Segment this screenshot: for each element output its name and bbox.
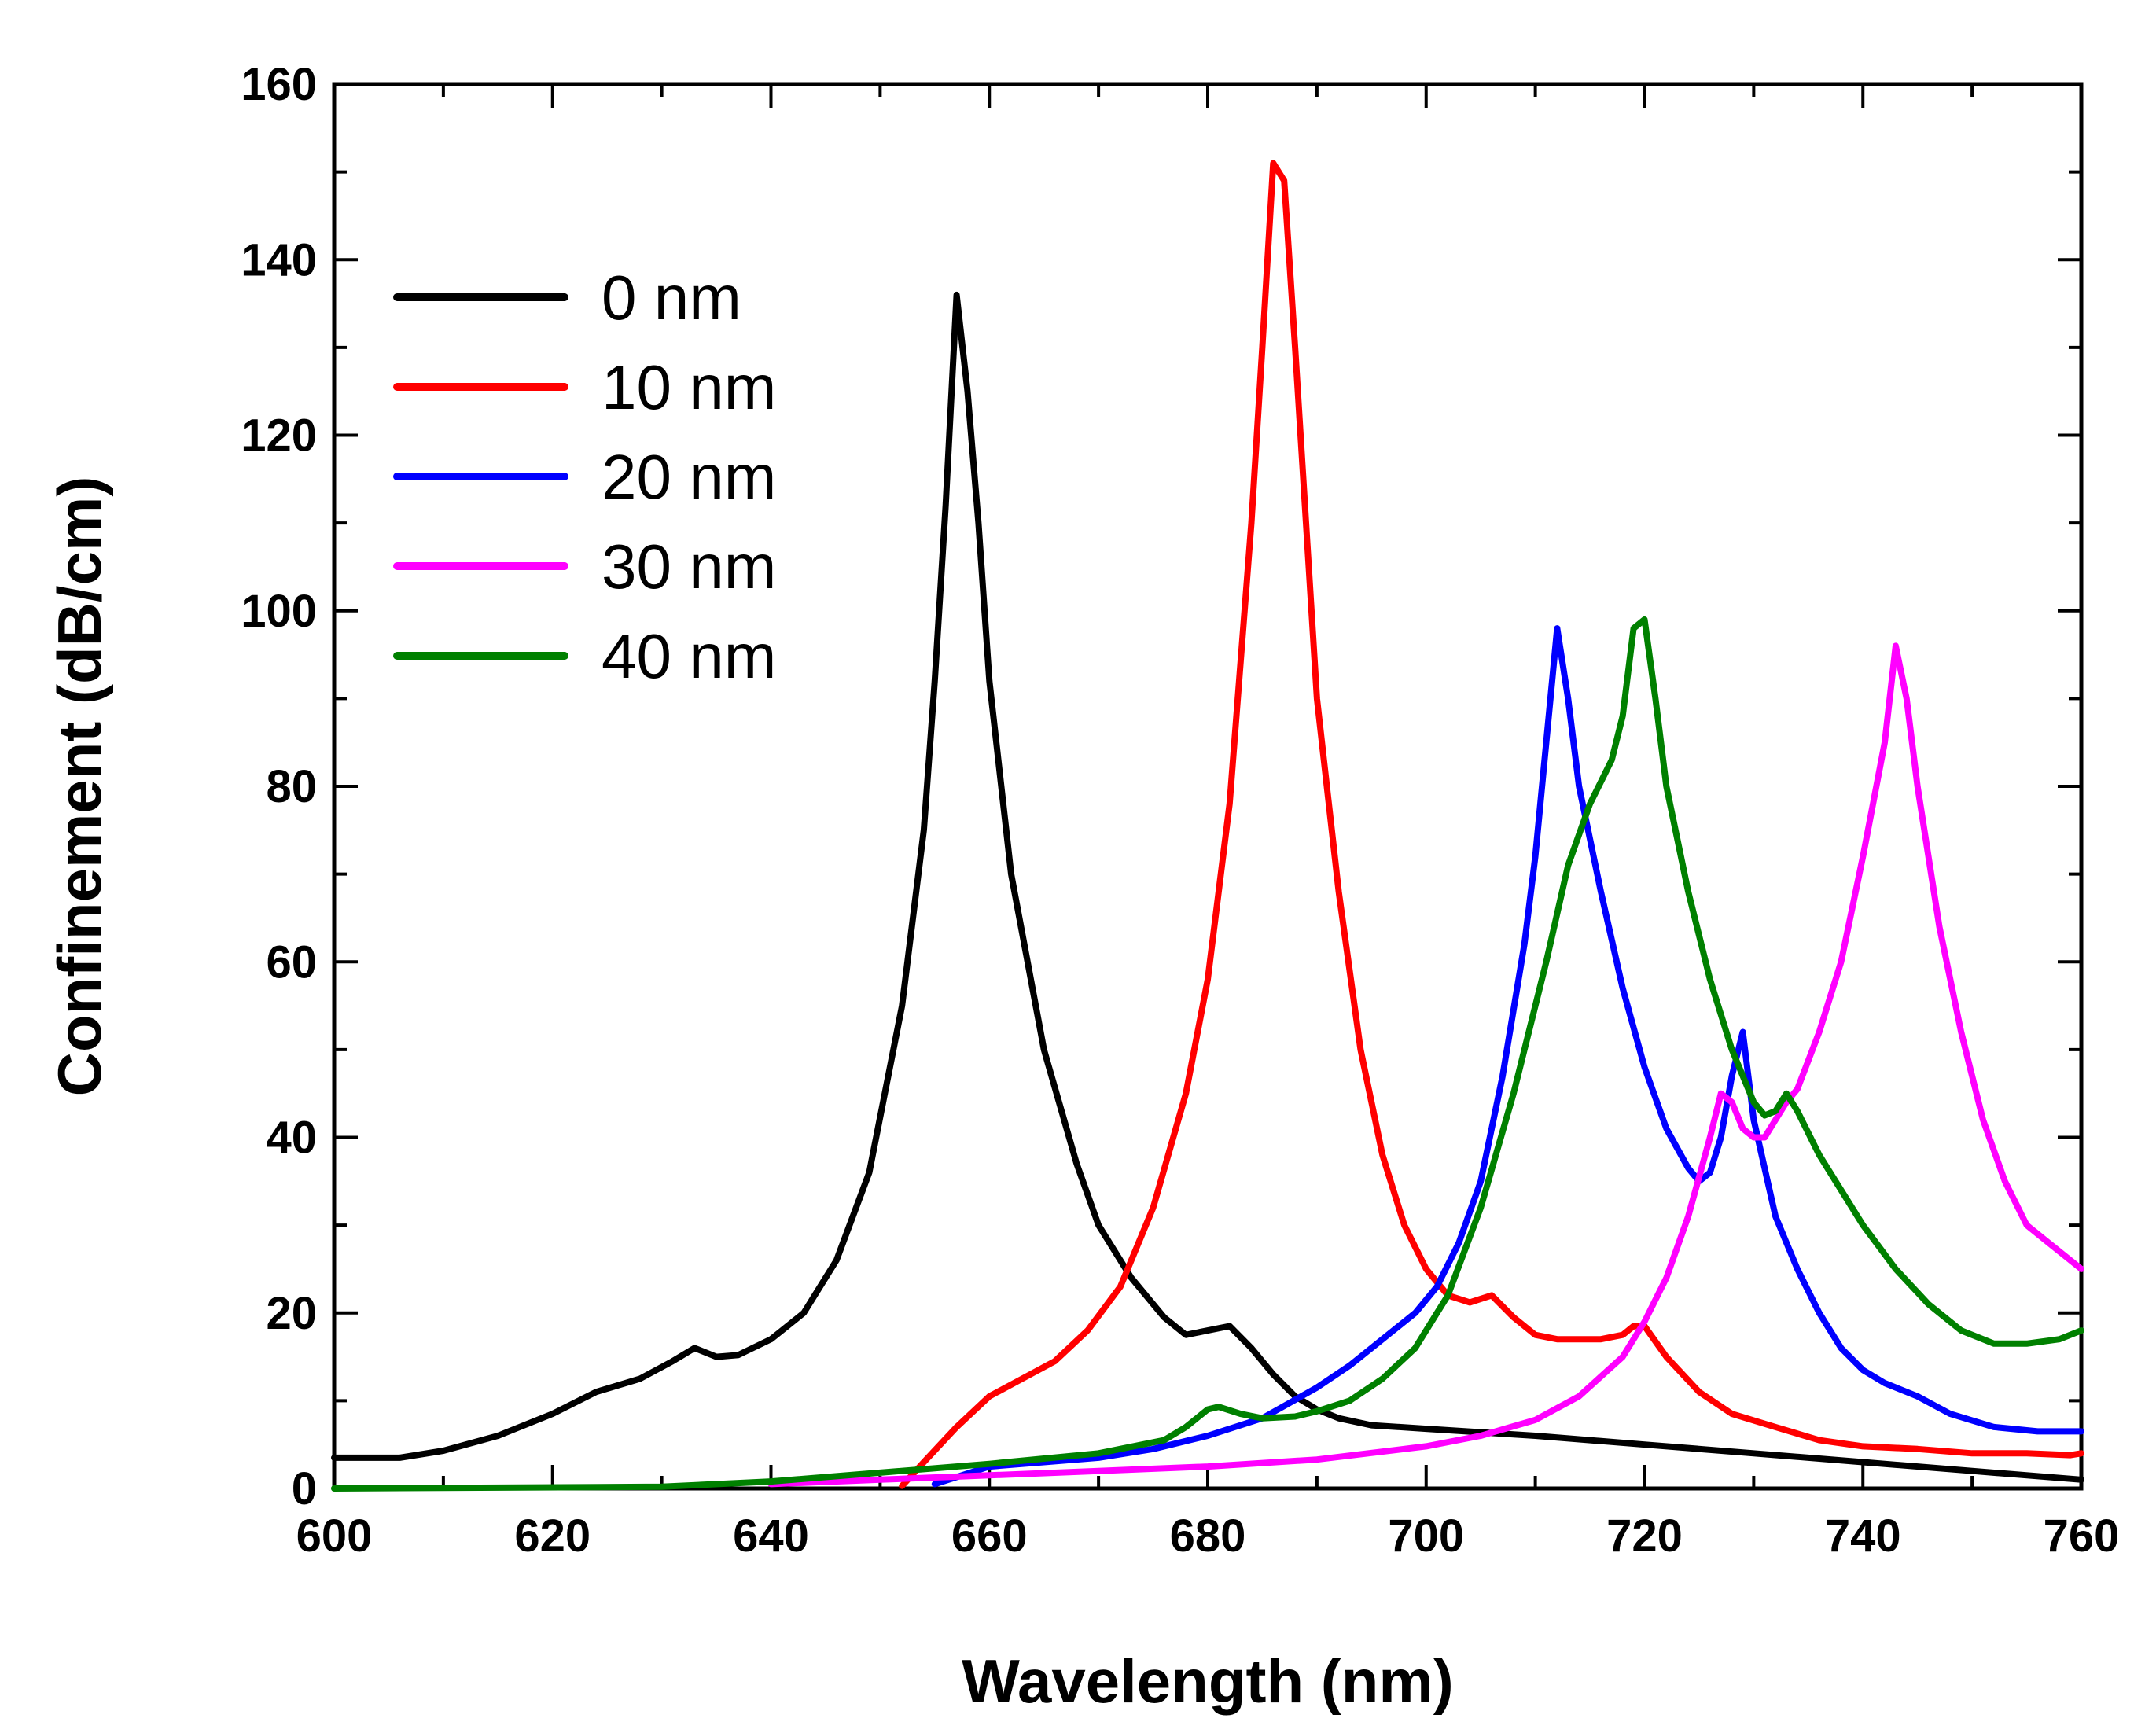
x-tick-label: 660 [951,1510,1028,1562]
y-tick-labels: 0 20 40 60 80 100 120 140 160 [241,59,317,1514]
legend-label: 40 nm [602,621,776,691]
x-tick-label: 620 [514,1510,591,1562]
x-tick-label: 760 [2044,1510,2120,1562]
legend: 0 nm 10 nm 20 nm 30 nm 40 nm [393,263,776,691]
legend-label: 20 nm [602,442,776,512]
y-tick-label: 140 [241,234,317,285]
y-tick-label: 0 [292,1463,317,1514]
legend-label: 30 nm [602,532,776,602]
x-tick-label: 700 [1388,1510,1464,1562]
series-lines [331,160,2084,1492]
legend-label: 0 nm [602,263,741,333]
x-tick-labels: 600 620 640 660 680 700 720 740 760 [296,1510,2120,1562]
axis-ticks [333,83,2083,1490]
x-tick-label: 600 [296,1510,373,1562]
series-line-40-nm [331,616,2084,1492]
y-tick-label: 160 [241,59,317,110]
series-line-20-nm [931,625,2084,1488]
x-axis-title: Wavelength (nm) [962,1647,1453,1716]
x-tick-label: 740 [1825,1510,1901,1562]
y-tick-label: 40 [266,1113,317,1164]
y-tick-label: 80 [266,761,317,812]
series-line-0-nm [331,291,2084,1483]
legend-label: 10 nm [602,352,776,422]
x-tick-label: 680 [1170,1510,1246,1562]
y-tick-label: 20 [266,1288,317,1339]
series-line-10-nm [899,160,2084,1489]
plot-frame [332,82,2084,1491]
x-tick-label: 720 [1606,1510,1683,1562]
y-axis-title: Confinement (dB/cm) [45,476,114,1097]
series-line-30-nm [767,642,2084,1488]
y-tick-label: 60 [266,936,317,988]
x-tick-label: 640 [733,1510,809,1562]
y-tick-label: 100 [241,586,317,637]
y-tick-label: 120 [241,410,317,462]
